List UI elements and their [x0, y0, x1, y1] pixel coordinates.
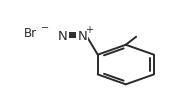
Text: −: −	[41, 23, 49, 32]
Text: +: +	[85, 25, 93, 35]
Text: N: N	[58, 29, 68, 42]
Text: Br: Br	[24, 27, 37, 40]
Text: N: N	[78, 29, 87, 42]
